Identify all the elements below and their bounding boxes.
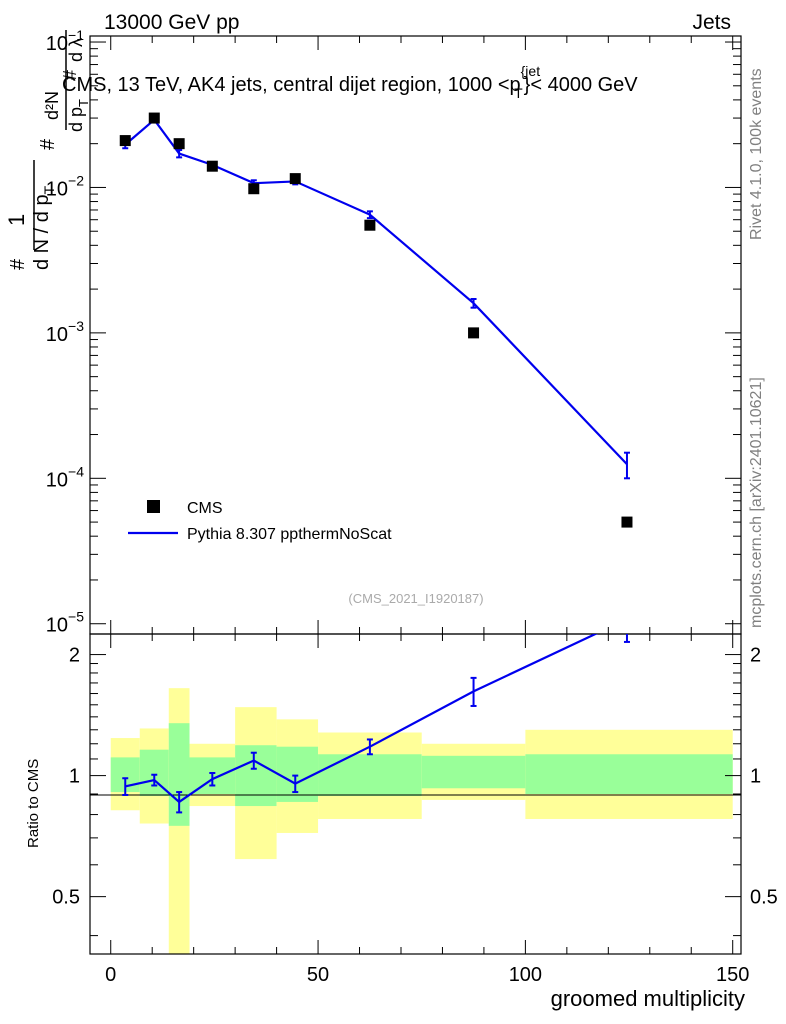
header-jets-label: Jets	[692, 11, 731, 34]
x-axis-label: groomed multiplicity	[551, 986, 745, 1011]
ratio-mc-series	[122, 634, 630, 814]
x-tick-label: 100	[509, 964, 542, 986]
data-point	[621, 516, 633, 528]
x-tick-label: 150	[716, 964, 749, 986]
ratio-panel-frame	[89, 633, 742, 955]
data-point	[173, 138, 185, 150]
ratio-band-inner	[235, 745, 277, 807]
ratio-band-inner	[318, 754, 422, 796]
legend-mc-label: Pythia 8.307 ppthermNoScat	[187, 526, 392, 543]
main-y-tick-label: 10−4	[46, 463, 84, 491]
ylabel-hash-3: #	[60, 70, 80, 80]
ratio-band-inner	[525, 754, 733, 794]
data-point	[248, 183, 260, 195]
chart-title: CMS, 13 TeV, AK4 jets, central dijet reg…	[62, 63, 638, 101]
title-prefix: CMS, 13 TeV, AK4 jets, central dijet reg…	[62, 74, 521, 96]
main-y-tick-label: 10−5	[46, 609, 84, 637]
ylabel-dlambda: d λ	[66, 38, 86, 62]
ratio-y-tick-label: 0.5	[52, 887, 80, 909]
mcplots-label: mcplots.cern.ch [arXiv:2401.10621]	[748, 377, 765, 628]
main-y-tick-label: 10−1	[46, 27, 84, 55]
data-point	[206, 160, 218, 172]
ratio-band-inner	[421, 755, 526, 789]
main-data-series	[119, 112, 633, 528]
data-point	[148, 112, 160, 124]
data-point	[364, 219, 376, 231]
mc-line	[124, 118, 628, 465]
rivet-version-label: Rivet 4.1.0, 100k events	[748, 68, 765, 240]
x-tick-label: 50	[307, 964, 329, 986]
data-point	[289, 173, 301, 185]
ylabel-d2N: d²N	[42, 91, 62, 120]
ratio-y-tick-label: 2	[69, 645, 80, 667]
ylabel-hash-1: #	[7, 258, 29, 270]
data-point	[119, 135, 131, 147]
analysis-watermark: (CMS_2021_I1920187)	[348, 591, 483, 606]
ratio-y-axis-label: Ratio to CMS	[25, 759, 42, 848]
main-panel-frame	[89, 35, 742, 635]
main-y-tick-label: 10−2	[46, 172, 84, 200]
ylabel-dN-dpT: d N / d pT	[31, 185, 57, 270]
ylabel-one: 1	[4, 214, 29, 226]
ratio-y-tick-label-right: 1	[750, 766, 761, 788]
x-tick-label: 0	[105, 964, 116, 986]
ratio-band-inner	[168, 723, 190, 826]
title-subscript: T	[514, 85, 523, 101]
header-energy-label: 13000 GeV pp	[104, 11, 239, 34]
ylabel-dpT: d pT	[66, 99, 91, 132]
title-superscript: {jet	[521, 63, 541, 79]
title-suffix: }< 4000 GeV	[524, 74, 639, 96]
legend-data-marker	[147, 500, 160, 513]
data-point	[468, 327, 480, 339]
main-y-tick-label: 10−3	[46, 318, 84, 346]
legend: CMS Pythia 8.307 ppthermNoScat	[128, 500, 392, 543]
ratio-y-tick-label-right: 0.5	[750, 887, 778, 909]
main-y-axis-label: # 1 d N / d pT # d²N d pT # d λ	[4, 30, 91, 270]
axes-ticks: 0 50 100 150 10−1 10−2 10−3 10−4 10−5 2 2 1 1 0.5 0.5	[46, 27, 778, 986]
ratio-y-tick-label: 1	[69, 766, 80, 788]
ylabel-hash-2: #	[37, 138, 59, 150]
main-mc-series	[122, 116, 630, 480]
ratio-y-tick-label-right: 2	[750, 645, 761, 667]
ratio-uncertainty-bands	[110, 688, 733, 954]
legend-data-label: CMS	[187, 500, 223, 517]
